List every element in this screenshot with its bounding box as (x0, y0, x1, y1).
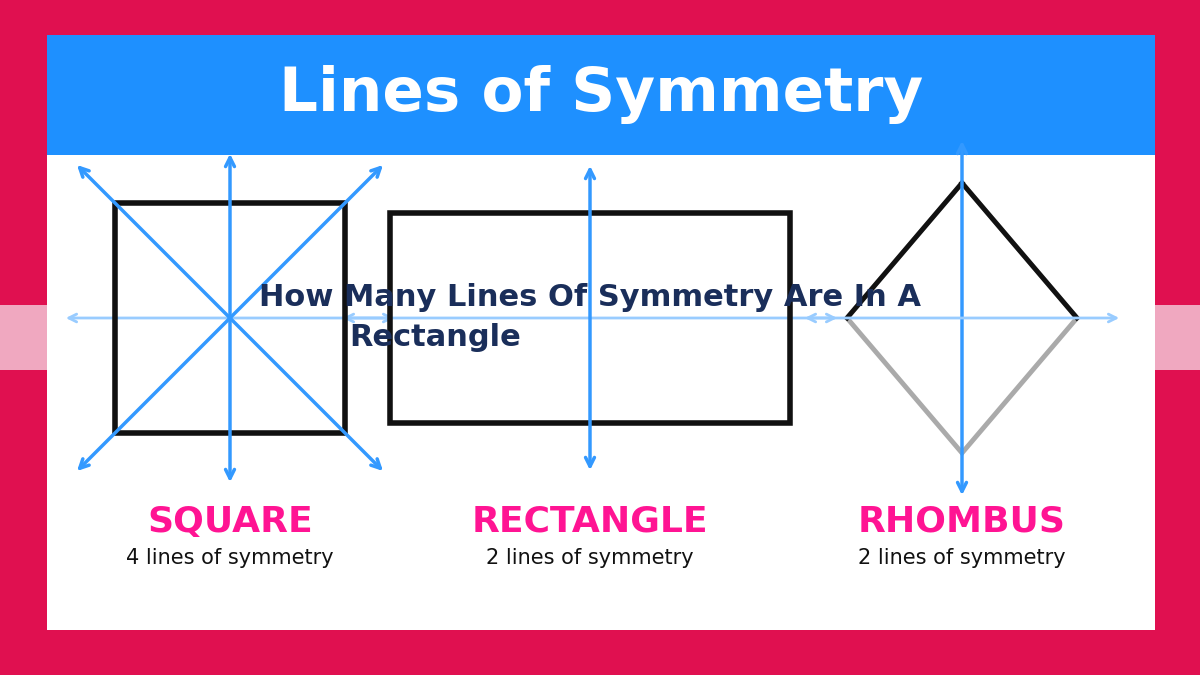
Text: Lines of Symmetry: Lines of Symmetry (278, 65, 923, 124)
Text: Rectangle: Rectangle (349, 323, 521, 352)
Bar (47, 35, 1154, 630)
Text: SQUARE: SQUARE (148, 505, 313, 539)
Bar (47, 35, 1154, 155)
Text: RHOMBUS: RHOMBUS (858, 505, 1066, 539)
Text: 2 lines of symmetry: 2 lines of symmetry (486, 548, 694, 568)
Text: RECTANGLE: RECTANGLE (472, 505, 708, 539)
Text: 2 lines of symmetry: 2 lines of symmetry (858, 548, 1066, 568)
Text: How Many Lines Of Symmetry Are In A: How Many Lines Of Symmetry Are In A (259, 284, 922, 313)
Text: 4 lines of symmetry: 4 lines of symmetry (126, 548, 334, 568)
Bar (0, 305, 1200, 370)
